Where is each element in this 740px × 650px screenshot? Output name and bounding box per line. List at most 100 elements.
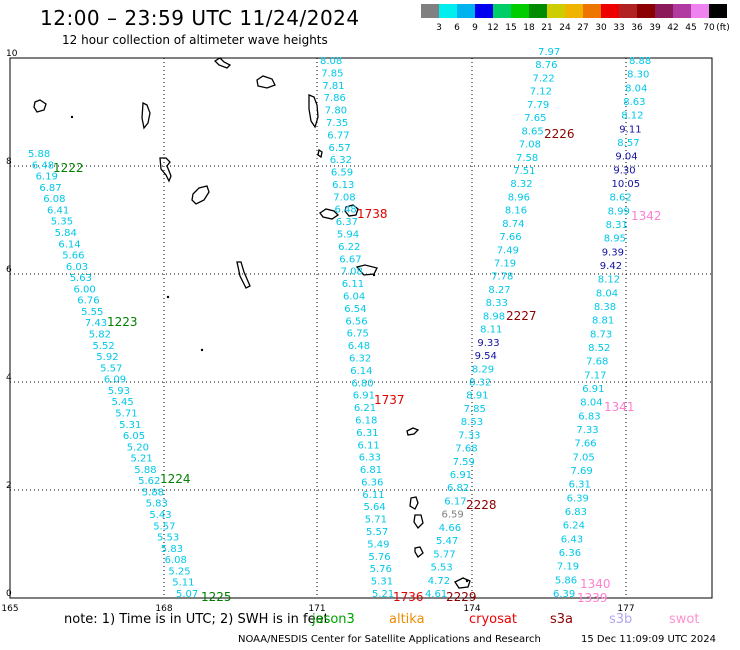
wave-height-value: 6.77 — [327, 130, 349, 141]
wave-height-value: 8.74 — [502, 219, 524, 230]
wave-height-value: 6.32 — [330, 155, 352, 166]
wave-height-value: 7.05 — [573, 452, 595, 463]
scale-swatch — [709, 4, 727, 18]
wave-height-value: 7.19 — [557, 562, 579, 573]
wave-height-value: 9.11 — [619, 124, 641, 135]
pass-number-label: 1225 — [201, 590, 232, 604]
wave-height-value: 10.05 — [612, 179, 641, 190]
wave-height-value: 5.93 — [108, 386, 130, 397]
legend-sat-s3b: s3b — [609, 612, 633, 627]
island-dot — [70, 115, 74, 119]
legend-sat-jason3: jason3 — [312, 612, 355, 627]
wave-height-value: 6.36 — [361, 477, 383, 488]
wave-height-value: 4.61 — [425, 589, 447, 600]
island-outline — [159, 157, 172, 183]
wave-height-value: 7.68 — [455, 444, 477, 455]
map-frame — [9, 57, 713, 599]
wave-height-value: 8.76 — [535, 60, 557, 71]
pass-number-label: 1342 — [631, 209, 662, 223]
island-outline — [236, 261, 251, 289]
wave-height-value: 5.53 — [157, 533, 179, 544]
page-title: 12:00 – 23:59 UTC 11/24/2024 — [40, 6, 360, 30]
island-outline — [355, 264, 378, 276]
x-tick-label: 174 — [463, 604, 480, 614]
island-outline — [213, 57, 232, 69]
pass-number-label: 1339 — [577, 591, 608, 605]
wave-height-value: 8.38 — [594, 302, 616, 313]
wave-height-value: 5.83 — [161, 544, 183, 555]
wave-height-value: 6.80 — [351, 378, 373, 389]
scale-tick-label: 21 — [541, 23, 553, 33]
scale-swatch — [601, 4, 619, 18]
wave-height-value: 5.52 — [93, 341, 115, 352]
wave-height-value: 8.12 — [621, 111, 643, 122]
pass-number-label: 1340 — [580, 577, 611, 591]
wave-height-value: 9.54 — [475, 351, 497, 362]
wave-height-value: 6.33 — [359, 453, 381, 464]
scale-tick-label: 30 — [595, 23, 607, 33]
scale-swatch — [475, 4, 493, 18]
wave-height-value: 8.62 — [610, 193, 632, 204]
wave-height-value: 6.00 — [74, 284, 96, 295]
wave-height-value: 8.88 — [629, 56, 651, 67]
scale-swatch — [547, 4, 565, 18]
wave-height-value: 5.57 — [366, 527, 388, 538]
island-outline — [409, 496, 419, 510]
wave-height-value: 5.21 — [372, 589, 394, 600]
wave-height-value: 6.91 — [582, 384, 604, 395]
wave-height-value: 8.91 — [466, 391, 488, 402]
pass-number-label: 1341 — [604, 400, 635, 414]
wave-height-value: 8.32 — [469, 378, 491, 389]
scale-tick-label: 45 — [685, 23, 697, 33]
wave-height-value: 5.21 — [131, 454, 153, 465]
wave-height-value: 6.13 — [332, 180, 354, 191]
wave-height-value: 8.30 — [627, 70, 649, 81]
wave-height-value: 8.11 — [480, 325, 502, 336]
wave-height-value: 6.36 — [559, 548, 581, 559]
wave-height-value: 5.57 — [100, 363, 122, 374]
island-outline — [319, 208, 340, 220]
scale-tick-label: 6 — [454, 23, 460, 33]
wave-height-value: 6.81 — [360, 465, 382, 476]
scale-swatch — [673, 4, 691, 18]
island-outline — [406, 427, 420, 436]
wave-height-value: 9.30 — [613, 165, 635, 176]
x-tick-label: 168 — [155, 604, 172, 614]
scale-swatch — [583, 4, 601, 18]
wave-height-value: 5.20 — [127, 442, 149, 453]
wave-height-value: 8.52 — [588, 343, 610, 354]
wave-height-value: 8.63 — [623, 97, 645, 108]
wave-height-value: 8.33 — [486, 298, 508, 309]
footer-timestamp: 15 Dec 11:09:09 UTC 2024 — [581, 634, 716, 645]
pass-number-label: 2228 — [466, 498, 497, 512]
scale-tick-label: 42 — [667, 23, 679, 33]
scale-tick-label: 24 — [559, 23, 571, 33]
wave-height-value: 5.88 — [134, 465, 156, 476]
wave-height-value: 6.08 — [165, 555, 187, 566]
wave-height-value: 8.31 — [606, 220, 628, 231]
wave-height-value: 6.11 — [342, 279, 364, 290]
pass-number-label: 1738 — [357, 207, 388, 221]
wave-height-value: 5.76 — [368, 552, 390, 563]
wave-height-value: 8.04 — [596, 288, 618, 299]
wave-height-value: 7.85 — [464, 404, 486, 415]
wave-height-value: 6.91 — [353, 391, 375, 402]
wave-height-value: 7.08 — [519, 140, 541, 151]
wave-height-value: 6.39 — [567, 493, 589, 504]
island-outline — [308, 94, 319, 129]
scale-tick-label: 3 — [436, 23, 442, 33]
wave-height-value: 6.19 — [36, 172, 58, 183]
wave-height-value: 7.68 — [586, 357, 608, 368]
wave-height-value: 5.63 — [70, 273, 92, 284]
wave-height-value: 5.88 — [142, 488, 164, 499]
scale-swatch — [565, 4, 583, 18]
legend-sat-altika: altika — [389, 612, 425, 627]
x-tick-label: 165 — [1, 604, 18, 614]
wave-height-value: 6.76 — [77, 296, 99, 307]
island-dot — [372, 273, 376, 277]
y-tick-label: 2 — [6, 481, 12, 491]
wave-height-value: 8.16 — [505, 206, 527, 217]
wave-height-value: 5.86 — [555, 575, 577, 586]
wave-height-value: 6.57 — [329, 143, 351, 154]
